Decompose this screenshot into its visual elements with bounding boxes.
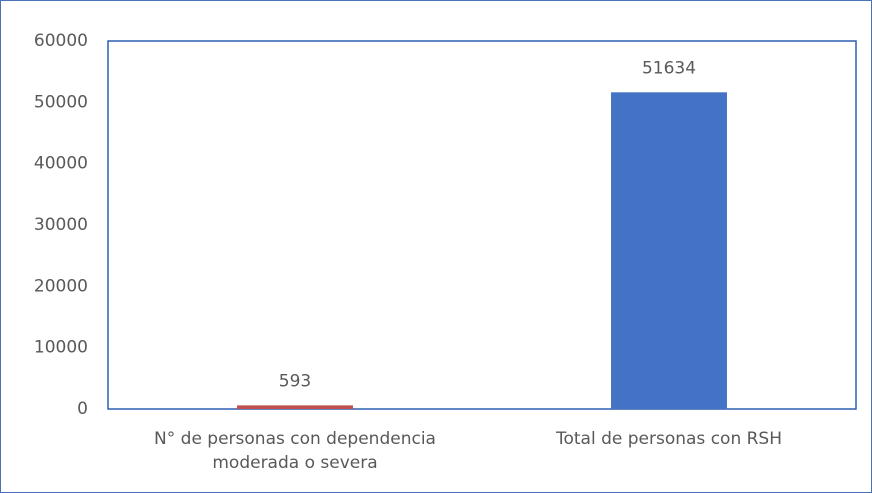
y-tick-label: 0 bbox=[77, 399, 88, 419]
data-label: 593 bbox=[279, 371, 311, 391]
x-tick-label: Total de personas con RSH bbox=[555, 429, 783, 449]
data-label: 51634 bbox=[642, 58, 696, 78]
y-tick-label: 30000 bbox=[34, 215, 88, 235]
y-tick-label: 40000 bbox=[34, 154, 88, 174]
y-tick-label: 10000 bbox=[34, 338, 88, 358]
y-tick-label: 20000 bbox=[34, 276, 88, 296]
bar bbox=[611, 92, 727, 410]
y-tick-label: 50000 bbox=[34, 92, 88, 112]
y-tick-label: 60000 bbox=[34, 31, 88, 51]
plot-border bbox=[107, 40, 857, 410]
x-tick-label: N° de personas con dependencia moderada … bbox=[154, 429, 436, 473]
bar bbox=[237, 405, 353, 409]
